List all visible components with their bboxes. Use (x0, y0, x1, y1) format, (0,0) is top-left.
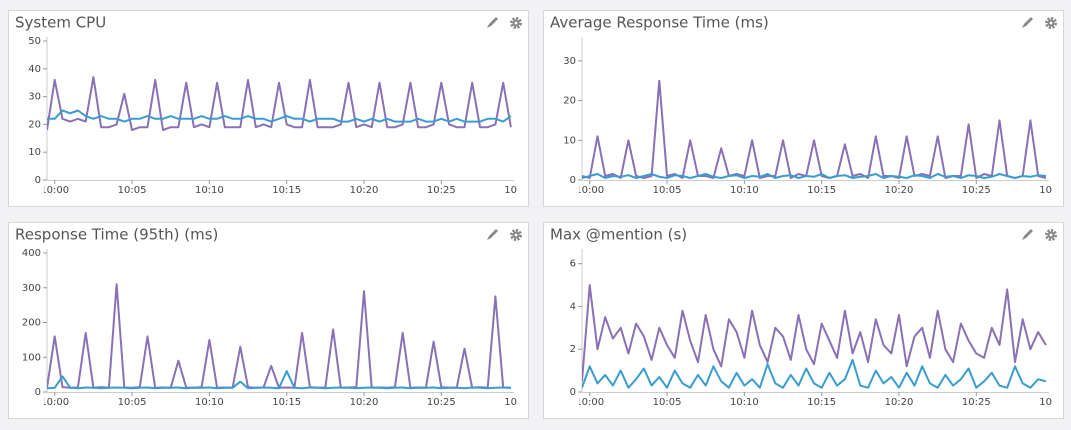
series-line (582, 358, 1047, 389)
y-tick-label: 4 (570, 301, 576, 312)
widget-title: System CPU (15, 14, 106, 32)
edit-icon[interactable] (487, 229, 498, 240)
y-tick-label: 0 (35, 175, 41, 186)
x-tick-label: 10:30 (1039, 185, 1068, 196)
series-line (47, 76, 512, 131)
x-tick-label: 10:05 (653, 397, 682, 408)
y-tick-label: 100 (22, 352, 41, 363)
x-tick-label: 10:20 (885, 185, 914, 196)
settings-icon[interactable] (510, 17, 522, 29)
x-tick-label: 10:05 (118, 185, 147, 196)
y-tick-label: 30 (563, 56, 576, 67)
x-tick-label: 10:15 (807, 185, 836, 196)
x-tick-label: 10:00 (575, 397, 604, 408)
x-tick-label: 10:25 (427, 185, 456, 196)
x-tick-label: 10:25 (962, 185, 991, 196)
widget-panel (8, 10, 529, 207)
x-tick-label: 10:20 (350, 397, 379, 408)
x-tick-label: 10:05 (118, 397, 147, 408)
x-tick-labels: 10:00 10:05 10:10 10:15 10:20 10:25 10:30 (575, 180, 1068, 196)
x-tick-labels: 10:00 10:05 10:10 10:15 10:20 10:25 10:30 (40, 392, 533, 408)
widget: Max @mention (s) 0 2 4 6 10:00 10:05 10:10 10:15… (543, 222, 1068, 419)
x-tick-label: 10:15 (272, 185, 301, 196)
edit-icon[interactable] (1022, 229, 1033, 240)
x-tick-label: 10:10 (730, 185, 759, 196)
x-tick-label: 10:25 (962, 397, 991, 408)
y-tick-label: 2 (570, 344, 576, 355)
y-tick-label: 0 (35, 387, 41, 398)
y-tick-label: 50 (28, 36, 41, 47)
x-tick-label: 10:00 (40, 185, 69, 196)
x-tick-label: 10:15 (807, 397, 836, 408)
widget-title: Response Time (95th) (ms) (15, 226, 218, 244)
y-tick-label: 10 (28, 147, 41, 158)
y-tick-label: 300 (22, 283, 41, 294)
x-tick-label: 10:30 (1039, 397, 1068, 408)
series-line (582, 79, 1047, 179)
widget-title: Average Response Time (ms) (550, 14, 769, 32)
widget-title: Max @mention (s) (550, 226, 687, 244)
settings-icon[interactable] (1045, 229, 1057, 241)
series-line (47, 370, 511, 390)
x-tick-label: 10:10 (195, 397, 224, 408)
y-tick-label: 30 (28, 92, 41, 103)
x-tick-label: 10:00 (40, 397, 69, 408)
widget-panel (543, 222, 1064, 419)
series-line (582, 284, 1047, 382)
widget: Response Time (95th) (ms) 0 100 200 300 400 10… (8, 222, 533, 419)
x-tick-labels: 10:00 10:05 10:10 10:15 10:20 10:25 10:30 (575, 392, 1068, 408)
edit-icon[interactable] (487, 17, 498, 28)
y-tick-label: 0 (570, 387, 576, 398)
x-tick-label: 10:20 (885, 397, 914, 408)
y-tick-label: 6 (570, 259, 576, 270)
series-line (47, 109, 512, 123)
settings-icon[interactable] (510, 229, 522, 241)
series-line (582, 173, 1047, 179)
widget-panel (543, 10, 1064, 207)
x-tick-label: 10:30 (504, 185, 533, 196)
y-tick-label: 10 (563, 135, 576, 146)
y-tick-label: 20 (28, 119, 41, 130)
x-tick-label: 10:15 (272, 397, 301, 408)
y-tick-label: 200 (22, 318, 41, 329)
x-tick-label: 10:20 (350, 185, 379, 196)
widget-panel (8, 222, 529, 419)
y-tick-label: 400 (22, 248, 41, 259)
x-tick-label: 10:10 (730, 397, 759, 408)
y-tick-label: 20 (563, 96, 576, 107)
x-tick-labels: 10:00 10:05 10:10 10:15 10:20 10:25 10:30 (40, 180, 533, 196)
x-tick-label: 10:05 (653, 185, 682, 196)
x-tick-label: 10:00 (575, 185, 604, 196)
widget: System CPU 0 10 20 30 40 50 10:00 10:05 10:10 10:1… (8, 10, 533, 207)
y-tick-label: 0 (570, 175, 576, 186)
edit-icon[interactable] (1022, 17, 1033, 28)
settings-icon[interactable] (1045, 17, 1057, 29)
x-tick-label: 10:10 (195, 185, 224, 196)
x-tick-label: 10:25 (427, 397, 456, 408)
x-tick-label: 10:30 (504, 397, 533, 408)
y-tick-label: 40 (28, 64, 41, 75)
